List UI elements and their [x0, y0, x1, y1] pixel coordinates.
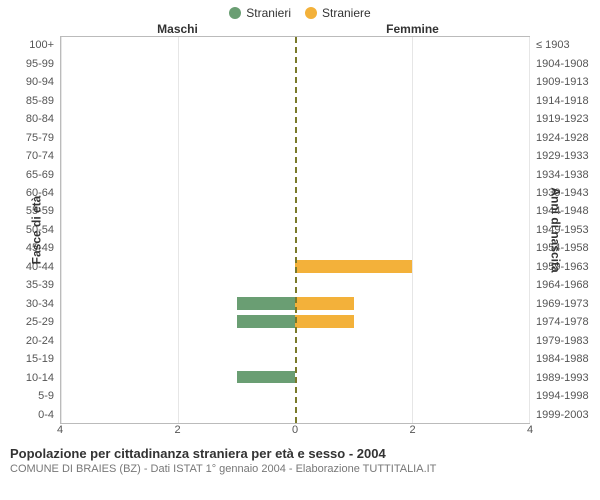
bar-female: [295, 260, 412, 273]
birth-label: 1984-1988: [536, 350, 600, 368]
birth-label: 1979-1983: [536, 332, 600, 350]
gridline: [178, 37, 179, 423]
birth-label: 1999-2003: [536, 405, 600, 423]
birth-label: 1919-1923: [536, 110, 600, 128]
birth-label: ≤ 1903: [536, 36, 600, 54]
center-divider: [295, 37, 297, 423]
header-female: Femmine: [295, 22, 530, 36]
age-label: 25-29: [0, 313, 54, 331]
y-labels-birth: ≤ 19031904-19081909-19131914-19181919-19…: [530, 36, 600, 424]
legend-item-male: Stranieri: [229, 6, 291, 20]
age-label: 35-39: [0, 276, 54, 294]
birth-label: 1989-1993: [536, 368, 600, 386]
gridline: [61, 37, 62, 423]
age-label: 75-79: [0, 128, 54, 146]
legend-label-female: Straniere: [322, 6, 371, 20]
x-tick-label: 4: [57, 424, 63, 436]
x-tick-label: 0: [292, 424, 298, 436]
gridline: [412, 37, 413, 423]
age-label: 100+: [0, 36, 54, 54]
bar-male: [237, 371, 296, 384]
x-axis: 4 2 0 2 4: [0, 424, 600, 440]
age-label: 70-74: [0, 147, 54, 165]
age-label: 15-19: [0, 350, 54, 368]
birth-label: 1934-1938: [536, 165, 600, 183]
age-label: 20-24: [0, 332, 54, 350]
x-tick-label: 4: [527, 424, 533, 436]
gridline: [529, 37, 530, 423]
birth-label: 1944-1948: [536, 202, 600, 220]
age-label: 10-14: [0, 368, 54, 386]
age-label: 80-84: [0, 110, 54, 128]
chart-title: Popolazione per cittadinanza straniera p…: [10, 446, 590, 461]
birth-label: 1909-1913: [536, 73, 600, 91]
birth-label: 1974-1978: [536, 313, 600, 331]
birth-label: 1994-1998: [536, 387, 600, 405]
y-axis-right-title: Anni di nascita: [548, 187, 562, 272]
chart-subtitle: COMUNE DI BRAIES (BZ) - Dati ISTAT 1° ge…: [10, 463, 590, 475]
birth-label: 1954-1958: [536, 239, 600, 257]
bar-male: [237, 297, 296, 310]
age-label: 60-64: [0, 184, 54, 202]
age-label: 45-49: [0, 239, 54, 257]
birth-label: 1959-1963: [536, 258, 600, 276]
swatch-male: [229, 7, 241, 19]
age-label: 30-34: [0, 295, 54, 313]
legend-label-male: Stranieri: [246, 6, 291, 20]
pyramid-chart: Fasce di età Anni di nascita 100+95-9990…: [0, 36, 600, 424]
birth-label: 1949-1953: [536, 221, 600, 239]
x-tick-label: 2: [174, 424, 180, 436]
birth-label: 1914-1918: [536, 91, 600, 109]
bar-female: [295, 297, 354, 310]
chart-footer: Popolazione per cittadinanza straniera p…: [0, 440, 600, 475]
age-label: 85-89: [0, 91, 54, 109]
plot-area: [60, 36, 530, 424]
birth-label: 1964-1968: [536, 276, 600, 294]
y-axis-left-title: Fasce di età: [29, 196, 43, 265]
age-label: 55-59: [0, 202, 54, 220]
age-label: 90-94: [0, 73, 54, 91]
birth-label: 1924-1928: [536, 128, 600, 146]
legend-item-female: Straniere: [305, 6, 371, 20]
birth-label: 1904-1908: [536, 54, 600, 72]
age-label: 5-9: [0, 387, 54, 405]
age-label: 95-99: [0, 54, 54, 72]
birth-label: 1929-1933: [536, 147, 600, 165]
birth-label: 1939-1943: [536, 184, 600, 202]
age-label: 40-44: [0, 258, 54, 276]
x-tick-label: 2: [409, 424, 415, 436]
column-headers: Maschi Femmine: [0, 22, 600, 36]
age-label: 0-4: [0, 405, 54, 423]
bar-female: [295, 315, 354, 328]
x-ticks: 4 2 0 2 4: [60, 424, 530, 440]
legend: Stranieri Straniere: [0, 0, 600, 22]
header-male: Maschi: [60, 22, 295, 36]
bar-male: [237, 315, 296, 328]
age-label: 50-54: [0, 221, 54, 239]
age-label: 65-69: [0, 165, 54, 183]
swatch-female: [305, 7, 317, 19]
birth-label: 1969-1973: [536, 295, 600, 313]
